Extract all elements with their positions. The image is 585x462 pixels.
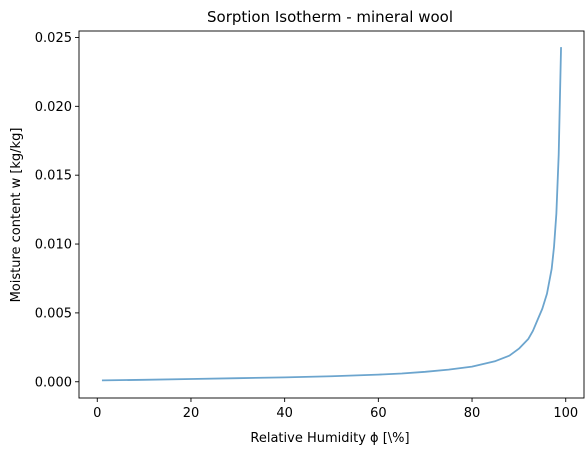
axes-frame: [78, 30, 585, 399]
y-tick-label: 0.005: [35, 306, 72, 321]
x-tick-label: 0: [93, 406, 101, 421]
y-tick-label: 0.000: [35, 375, 72, 390]
x-axis-label: Relative Humidity ϕ [\%]: [250, 431, 409, 446]
x-tick-label: 60: [370, 406, 387, 421]
y-tick-label: 0.020: [35, 100, 72, 115]
y-tick-label: 0.025: [35, 31, 72, 46]
x-tick-label: 100: [553, 406, 578, 421]
y-tick-label: 0.015: [35, 169, 72, 184]
series-line-0: [101, 47, 562, 382]
x-tick-label: 40: [276, 406, 293, 421]
chart-title: Sorption Isotherm - mineral wool: [207, 8, 453, 26]
plot-area: 0 20 40 60 80 100 0.000 0.005 0.010 0.015 0.020 0.0…: [35, 30, 585, 421]
x-tick-label: 80: [464, 406, 481, 421]
y-axis-label: Moisture content w [kg/kg]: [9, 128, 24, 303]
x-tick-label: 20: [183, 406, 200, 421]
y-tick-label: 0.010: [35, 238, 72, 253]
